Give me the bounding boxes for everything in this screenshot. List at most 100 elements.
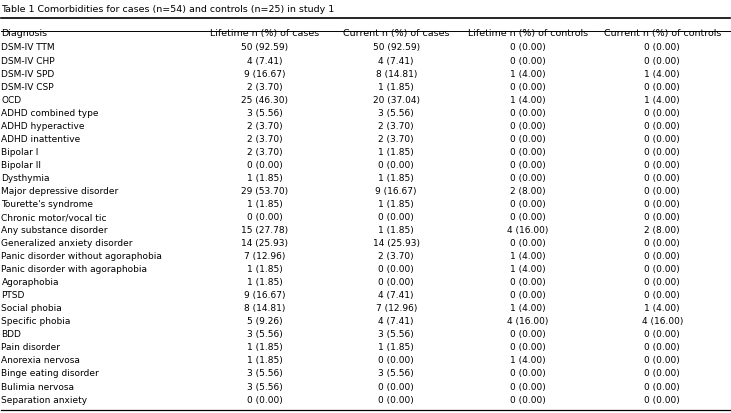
Text: 2 (8.00): 2 (8.00) bbox=[645, 225, 680, 235]
Text: 0 (0.00): 0 (0.00) bbox=[645, 108, 680, 117]
Text: 0 (0.00): 0 (0.00) bbox=[510, 382, 545, 391]
Text: 4 (7.41): 4 (7.41) bbox=[379, 291, 414, 299]
Text: 0 (0.00): 0 (0.00) bbox=[510, 173, 545, 183]
Text: 9 (16.67): 9 (16.67) bbox=[244, 291, 285, 299]
Text: 1 (4.00): 1 (4.00) bbox=[510, 356, 545, 365]
Text: 0 (0.00): 0 (0.00) bbox=[645, 199, 680, 209]
Text: 1 (4.00): 1 (4.00) bbox=[510, 69, 545, 78]
Text: 1 (1.85): 1 (1.85) bbox=[247, 199, 282, 209]
Text: 0 (0.00): 0 (0.00) bbox=[510, 147, 545, 157]
Text: 0 (0.00): 0 (0.00) bbox=[645, 173, 680, 183]
Text: 1 (1.85): 1 (1.85) bbox=[247, 343, 282, 351]
Text: 2 (3.70): 2 (3.70) bbox=[247, 83, 282, 91]
Text: 0 (0.00): 0 (0.00) bbox=[645, 252, 680, 261]
Text: 14 (25.93): 14 (25.93) bbox=[241, 239, 288, 247]
Text: 0 (0.00): 0 (0.00) bbox=[645, 382, 680, 391]
Text: 15 (27.78): 15 (27.78) bbox=[241, 225, 288, 235]
Text: 8 (14.81): 8 (14.81) bbox=[376, 69, 417, 78]
Text: 0 (0.00): 0 (0.00) bbox=[645, 83, 680, 91]
Text: 2 (8.00): 2 (8.00) bbox=[510, 187, 545, 195]
Text: 0 (0.00): 0 (0.00) bbox=[645, 147, 680, 157]
Text: 1 (1.85): 1 (1.85) bbox=[379, 173, 414, 183]
Text: 0 (0.00): 0 (0.00) bbox=[645, 264, 680, 273]
Text: 1 (1.85): 1 (1.85) bbox=[379, 225, 414, 235]
Text: DSM-IV TTM: DSM-IV TTM bbox=[1, 43, 55, 52]
Text: 4 (7.41): 4 (7.41) bbox=[379, 56, 414, 65]
Text: 0 (0.00): 0 (0.00) bbox=[645, 160, 680, 169]
Text: 9 (16.67): 9 (16.67) bbox=[376, 187, 417, 195]
Text: 25 (46.30): 25 (46.30) bbox=[241, 95, 288, 104]
Text: 0 (0.00): 0 (0.00) bbox=[510, 199, 545, 209]
Text: Tourette's syndrome: Tourette's syndrome bbox=[1, 199, 94, 209]
Text: 0 (0.00): 0 (0.00) bbox=[510, 212, 545, 221]
Text: 5 (9.26): 5 (9.26) bbox=[247, 316, 282, 325]
Text: Major depressive disorder: Major depressive disorder bbox=[1, 187, 118, 195]
Text: 0 (0.00): 0 (0.00) bbox=[510, 43, 545, 52]
Text: 0 (0.00): 0 (0.00) bbox=[379, 212, 414, 221]
Text: 2 (3.70): 2 (3.70) bbox=[379, 121, 414, 131]
Text: 0 (0.00): 0 (0.00) bbox=[510, 121, 545, 131]
Text: OCD: OCD bbox=[1, 95, 22, 104]
Text: 1 (1.85): 1 (1.85) bbox=[379, 83, 414, 91]
Text: 1 (4.00): 1 (4.00) bbox=[510, 304, 545, 313]
Text: 1 (4.00): 1 (4.00) bbox=[510, 264, 545, 273]
Text: 0 (0.00): 0 (0.00) bbox=[510, 330, 545, 339]
Text: 0 (0.00): 0 (0.00) bbox=[379, 395, 414, 404]
Text: 3 (5.56): 3 (5.56) bbox=[247, 368, 282, 377]
Text: Any substance disorder: Any substance disorder bbox=[1, 225, 108, 235]
Text: 0 (0.00): 0 (0.00) bbox=[510, 291, 545, 299]
Text: Social phobia: Social phobia bbox=[1, 304, 62, 313]
Text: 0 (0.00): 0 (0.00) bbox=[379, 160, 414, 169]
Text: ADHD combined type: ADHD combined type bbox=[1, 108, 99, 117]
Text: 0 (0.00): 0 (0.00) bbox=[510, 368, 545, 377]
Text: 14 (25.93): 14 (25.93) bbox=[373, 239, 420, 247]
Text: Bipolar II: Bipolar II bbox=[1, 160, 42, 169]
Text: 0 (0.00): 0 (0.00) bbox=[247, 212, 282, 221]
Text: 0 (0.00): 0 (0.00) bbox=[510, 83, 545, 91]
Text: 0 (0.00): 0 (0.00) bbox=[379, 382, 414, 391]
Text: 0 (0.00): 0 (0.00) bbox=[510, 239, 545, 247]
Text: 2 (3.70): 2 (3.70) bbox=[379, 135, 414, 143]
Text: Specific phobia: Specific phobia bbox=[1, 316, 71, 325]
Text: 0 (0.00): 0 (0.00) bbox=[645, 43, 680, 52]
Text: Panic disorder with agoraphobia: Panic disorder with agoraphobia bbox=[1, 264, 148, 273]
Text: PTSD: PTSD bbox=[1, 291, 25, 299]
Text: 1 (4.00): 1 (4.00) bbox=[510, 95, 545, 104]
Text: DSM-IV CHP: DSM-IV CHP bbox=[1, 56, 55, 65]
Text: 0 (0.00): 0 (0.00) bbox=[510, 108, 545, 117]
Text: 0 (0.00): 0 (0.00) bbox=[645, 135, 680, 143]
Text: 1 (4.00): 1 (4.00) bbox=[645, 95, 680, 104]
Text: 2 (3.70): 2 (3.70) bbox=[379, 252, 414, 261]
Text: 50 (92.59): 50 (92.59) bbox=[241, 43, 288, 52]
Text: 4 (16.00): 4 (16.00) bbox=[642, 316, 683, 325]
Text: Chronic motor/vocal tic: Chronic motor/vocal tic bbox=[1, 212, 107, 221]
Text: 0 (0.00): 0 (0.00) bbox=[645, 56, 680, 65]
Text: Table 1 Comorbidities for cases (n=54) and controls (n=25) in study 1: Table 1 Comorbidities for cases (n=54) a… bbox=[1, 5, 335, 14]
Text: 1 (1.85): 1 (1.85) bbox=[247, 278, 282, 287]
Text: 0 (0.00): 0 (0.00) bbox=[645, 212, 680, 221]
Text: 4 (16.00): 4 (16.00) bbox=[507, 225, 548, 235]
Text: 1 (1.85): 1 (1.85) bbox=[379, 147, 414, 157]
Text: 3 (5.56): 3 (5.56) bbox=[247, 330, 282, 339]
Text: DSM-IV CSP: DSM-IV CSP bbox=[1, 83, 54, 91]
Text: 3 (5.56): 3 (5.56) bbox=[247, 108, 282, 117]
Text: 0 (0.00): 0 (0.00) bbox=[645, 291, 680, 299]
Text: DSM-IV SPD: DSM-IV SPD bbox=[1, 69, 55, 78]
Text: 0 (0.00): 0 (0.00) bbox=[645, 330, 680, 339]
Text: 0 (0.00): 0 (0.00) bbox=[645, 395, 680, 404]
Text: Panic disorder without agoraphobia: Panic disorder without agoraphobia bbox=[1, 252, 162, 261]
Text: 1 (1.85): 1 (1.85) bbox=[379, 343, 414, 351]
Text: Current n (%) of controls: Current n (%) of controls bbox=[604, 29, 721, 38]
Text: ADHD hyperactive: ADHD hyperactive bbox=[1, 121, 85, 131]
Text: 0 (0.00): 0 (0.00) bbox=[645, 239, 680, 247]
Text: 0 (0.00): 0 (0.00) bbox=[247, 160, 282, 169]
Text: 1 (4.00): 1 (4.00) bbox=[645, 304, 680, 313]
Text: Lifetime n (%) of controls: Lifetime n (%) of controls bbox=[468, 29, 588, 38]
Text: 2 (3.70): 2 (3.70) bbox=[247, 147, 282, 157]
Text: Diagnosis: Diagnosis bbox=[1, 29, 48, 38]
Text: 0 (0.00): 0 (0.00) bbox=[510, 56, 545, 65]
Text: 0 (0.00): 0 (0.00) bbox=[645, 343, 680, 351]
Text: Lifetime n (%) of cases: Lifetime n (%) of cases bbox=[210, 29, 319, 38]
Text: 0 (0.00): 0 (0.00) bbox=[510, 395, 545, 404]
Text: Anorexia nervosa: Anorexia nervosa bbox=[1, 356, 80, 365]
